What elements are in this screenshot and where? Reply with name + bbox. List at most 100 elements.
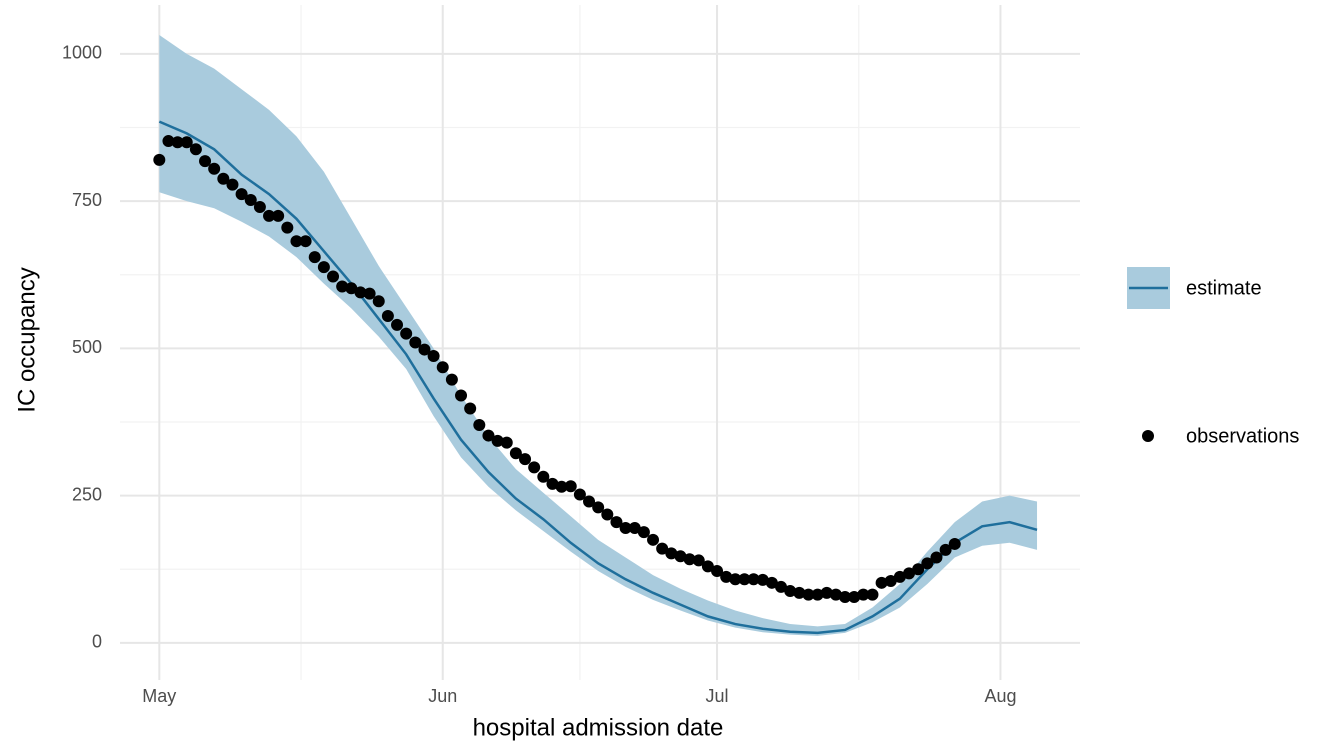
observation-point xyxy=(162,135,175,148)
y-tick-label: 500 xyxy=(72,337,102,357)
observation-point xyxy=(756,573,769,586)
observation-point xyxy=(921,557,934,570)
observation-point xyxy=(811,588,824,601)
observation-point xyxy=(765,576,778,589)
observation-point xyxy=(647,533,660,546)
x-tick-label: Jun xyxy=(428,686,457,706)
observation-point xyxy=(336,280,349,293)
x-tick-label: Aug xyxy=(984,686,1016,706)
observation-point xyxy=(308,251,321,264)
observation-point xyxy=(592,501,605,514)
observation-point xyxy=(802,588,815,601)
observation-point xyxy=(253,201,266,214)
observation-point xyxy=(564,480,577,493)
observation-point xyxy=(418,343,431,356)
observation-point xyxy=(455,389,468,402)
legend-label: observations xyxy=(1186,425,1299,447)
observation-point xyxy=(445,373,458,386)
observation-point xyxy=(217,172,230,185)
observation-point xyxy=(436,361,449,374)
observation-point xyxy=(208,162,221,175)
observation-point xyxy=(244,193,257,206)
legend-key-dot xyxy=(1142,430,1154,442)
observation-point xyxy=(939,543,952,556)
y-tick-label: 1000 xyxy=(62,43,102,63)
observation-point xyxy=(610,516,623,529)
observation-point xyxy=(747,573,760,586)
observation-point xyxy=(354,286,367,299)
axes: hospital admission date IC occupancy 0 25… xyxy=(13,43,1016,742)
x-tick-label: May xyxy=(142,686,176,706)
observation-point xyxy=(482,429,495,442)
observation-point xyxy=(775,580,788,593)
observation-point xyxy=(290,235,303,248)
observation-point xyxy=(930,551,943,564)
observation-point xyxy=(400,327,413,340)
observation-point xyxy=(153,153,166,166)
observation-point xyxy=(180,136,193,149)
y-axis-title: IC occupancy xyxy=(13,267,40,412)
observation-point xyxy=(683,553,696,566)
observation-point xyxy=(500,436,513,449)
observation-point xyxy=(537,470,550,483)
observation-point xyxy=(317,261,330,274)
confidence-band xyxy=(159,35,1038,636)
observation-point xyxy=(884,575,897,588)
observation-point xyxy=(720,570,733,583)
observation-point xyxy=(839,590,852,603)
x-tick-label: Jul xyxy=(706,686,729,706)
observation-point xyxy=(637,526,650,539)
observation-point xyxy=(656,542,669,555)
observation-point xyxy=(784,585,797,598)
observation-point xyxy=(391,318,404,331)
observation-point xyxy=(912,563,925,576)
observation-point xyxy=(729,573,742,586)
observation-point xyxy=(573,488,586,501)
y-tick-label: 750 xyxy=(72,190,102,210)
observation-point xyxy=(226,178,239,191)
observation-point xyxy=(701,560,714,573)
observation-point xyxy=(263,209,276,222)
observation-point xyxy=(327,270,340,283)
y-tick-label: 250 xyxy=(72,484,102,504)
estimate-line xyxy=(158,120,1038,635)
observation-point xyxy=(189,143,202,156)
observation-point xyxy=(903,567,916,580)
observation-point xyxy=(583,495,596,508)
plot-marks xyxy=(153,35,1038,636)
observation-point xyxy=(381,309,394,322)
observation-point xyxy=(866,588,879,601)
observation-point xyxy=(820,586,833,599)
legend: estimate observations xyxy=(1127,267,1299,447)
observation-point xyxy=(464,402,477,415)
observation-point xyxy=(199,155,212,168)
observation-point xyxy=(509,447,522,460)
observation-point xyxy=(427,350,440,363)
observation-point xyxy=(692,554,705,567)
observation-point xyxy=(601,508,614,521)
observation-point xyxy=(711,565,724,578)
observation-point xyxy=(848,590,861,603)
observation-point xyxy=(528,461,541,474)
observation-point xyxy=(555,480,568,493)
observation-point xyxy=(793,586,806,599)
legend-label: estimate xyxy=(1186,277,1262,299)
observation-point xyxy=(519,453,532,466)
observation-point xyxy=(235,188,248,201)
observation-point xyxy=(948,537,961,550)
observation-point xyxy=(628,522,641,535)
x-axis-title: hospital admission date xyxy=(473,714,724,741)
observation-point xyxy=(171,136,184,149)
observation-point xyxy=(345,282,358,295)
observation-point xyxy=(272,209,285,222)
observation-point xyxy=(299,235,312,248)
observation-point xyxy=(363,287,376,300)
observation-point xyxy=(491,434,504,447)
observation-point xyxy=(738,573,751,586)
observation-point xyxy=(674,550,687,563)
observation-point xyxy=(473,418,486,431)
observation-point xyxy=(281,221,294,234)
observation-point xyxy=(875,576,888,589)
